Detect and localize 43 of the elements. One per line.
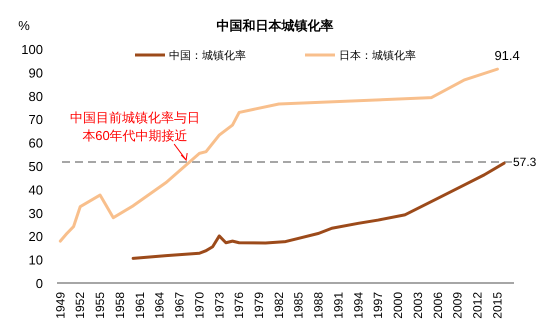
line-series — [58, 68, 499, 243]
legend-label: 日本：城镇化率 — [339, 49, 416, 62]
y-tick-label: 70 — [28, 112, 43, 128]
y-tick-label: 80 — [28, 88, 43, 104]
y-tick-label: 40 — [28, 182, 43, 198]
x-tick-label: 2015 — [490, 292, 504, 319]
x-tick-label: 2003 — [410, 292, 425, 319]
y-tick-label: 50 — [28, 159, 43, 174]
y-tick-label: 100 — [21, 42, 43, 57]
x-tick-label: 1964 — [152, 292, 167, 319]
x-tick-label: 1967 — [172, 292, 187, 319]
annotation: 57.3 — [513, 155, 537, 170]
x-tick-label: 1979 — [252, 292, 266, 319]
x-tick-label: 2000 — [391, 292, 406, 319]
data-label: 91.4 — [494, 48, 520, 64]
x-tick-label: 1985 — [292, 292, 306, 319]
x-tick-label: 1991 — [331, 292, 346, 319]
y-tick-label: 60 — [28, 136, 43, 151]
x-tick-label: 1970 — [192, 292, 206, 319]
x-tick-label: 1961 — [132, 292, 147, 319]
y-tick-label: 0 — [36, 276, 43, 291]
x-tick-label: 1949 — [53, 292, 68, 319]
annotation: 中国目前城镇化率与日本60年代中期接近 — [70, 110, 200, 143]
chart-title: 中国和日本城镇化率 — [216, 18, 334, 33]
y-axis-title: % — [18, 18, 30, 33]
line-series — [132, 162, 506, 260]
x-tick-label: 2006 — [430, 292, 445, 319]
x-tick-label: 1994 — [351, 292, 366, 319]
x-tick-label: 2009 — [450, 292, 465, 319]
y-tick-label: 10 — [28, 252, 43, 268]
x-tick-label: 2012 — [470, 292, 485, 319]
y-tick-label: 20 — [28, 229, 43, 244]
x-tick-label: 1976 — [232, 292, 246, 319]
x-tick-label: 1952 — [73, 292, 88, 319]
legend-label: 中国：城镇化率 — [169, 49, 246, 62]
x-tick-label: 1973 — [212, 292, 226, 319]
x-tick-label: 1958 — [112, 292, 127, 319]
y-tick-label: 90 — [28, 65, 43, 80]
x-tick-label: 1955 — [93, 292, 108, 319]
x-tick-label: 1997 — [371, 292, 386, 319]
x-tick-label: 1982 — [272, 292, 286, 319]
y-tick-label: 30 — [28, 206, 43, 221]
x-tick-label: 1988 — [312, 292, 326, 319]
